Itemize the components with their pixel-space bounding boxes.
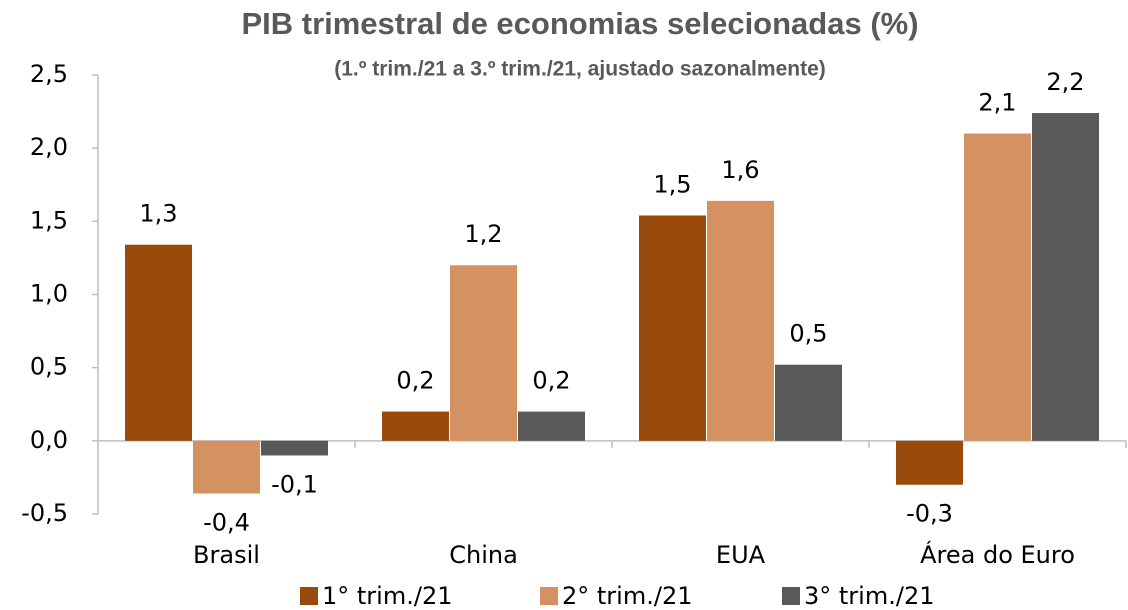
y-tick-label: 0,5 — [30, 353, 68, 381]
y-tick-label: 0,0 — [30, 426, 68, 454]
legend-label: 3° trim./21 — [804, 582, 934, 610]
data-label: -0,1 — [271, 470, 318, 498]
legend-swatch — [300, 587, 318, 605]
bar — [518, 411, 585, 441]
bar — [1032, 113, 1099, 441]
x-tick-label: Brasil — [193, 541, 260, 569]
bar — [382, 411, 449, 441]
bar — [450, 265, 517, 441]
y-tick-label: 1,5 — [30, 206, 68, 234]
data-label: 1,3 — [139, 200, 177, 228]
data-label: -0,4 — [203, 509, 250, 537]
data-label: 1,2 — [464, 220, 502, 248]
bar — [707, 200, 774, 441]
bar — [775, 364, 842, 441]
data-label: 0,5 — [789, 320, 827, 348]
y-tick-label: 2,5 — [30, 60, 68, 88]
y-tick-label: 1,0 — [30, 280, 68, 308]
data-label: 2,1 — [978, 89, 1016, 117]
bar — [125, 244, 192, 441]
chart-subtitle: (1.º trim./21 a 3.º trim./21, ajustado s… — [334, 58, 826, 81]
data-label: 1,6 — [721, 156, 759, 184]
bar — [964, 133, 1031, 441]
x-tick-label: Área do Euro — [920, 540, 1075, 569]
bar — [261, 440, 328, 456]
x-tick-label: China — [449, 541, 518, 569]
legend-swatch — [782, 587, 800, 605]
y-tick-label: 2,0 — [30, 133, 68, 161]
y-tick-label: -0,5 — [21, 499, 68, 527]
bar — [896, 440, 963, 485]
legend-label: 1° trim./21 — [322, 582, 452, 610]
data-label: 0,2 — [532, 367, 570, 395]
data-label: 1,5 — [653, 170, 691, 198]
legend-swatch — [540, 587, 558, 605]
bar — [639, 215, 706, 441]
x-tick-label: EUA — [716, 541, 766, 569]
chart-title: PIB trimestral de economias selecionadas… — [241, 6, 918, 41]
data-label: -0,3 — [906, 500, 953, 528]
bar — [193, 440, 260, 494]
data-label: 2,2 — [1046, 68, 1084, 96]
legend-label: 2° trim./21 — [562, 582, 692, 610]
data-label: 0,2 — [396, 367, 434, 395]
